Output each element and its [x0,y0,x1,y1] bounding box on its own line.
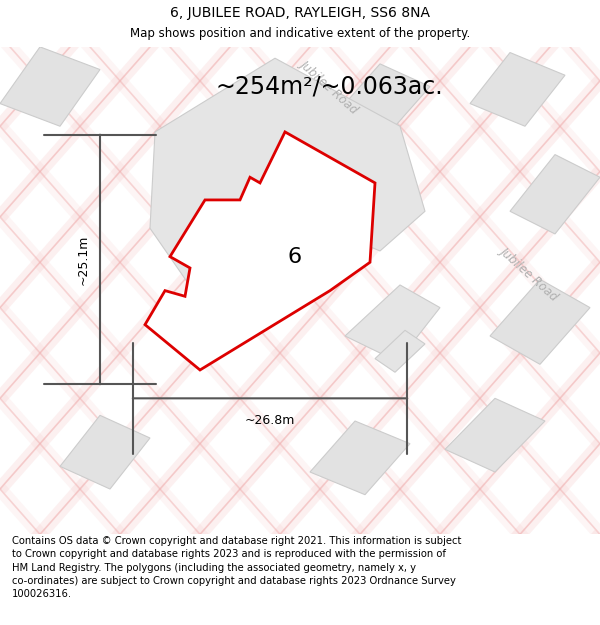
Text: Jubilee Road: Jubilee Road [499,244,562,303]
Polygon shape [345,285,440,359]
Text: 6, JUBILEE ROAD, RAYLEIGH, SS6 8NA: 6, JUBILEE ROAD, RAYLEIGH, SS6 8NA [170,6,430,20]
Text: ~26.8m: ~26.8m [245,414,295,428]
Text: 6: 6 [288,247,302,267]
Polygon shape [310,421,410,495]
Polygon shape [145,132,375,370]
Polygon shape [330,64,430,143]
Text: ~254m²/~0.063ac.: ~254m²/~0.063ac. [215,74,443,99]
Polygon shape [445,398,545,472]
Polygon shape [195,86,275,166]
Polygon shape [490,279,590,364]
Polygon shape [470,52,565,126]
Text: ~25.1m: ~25.1m [77,234,90,284]
Polygon shape [510,154,600,234]
Text: Contains OS data © Crown copyright and database right 2021. This information is : Contains OS data © Crown copyright and d… [12,536,461,599]
Polygon shape [0,47,100,126]
Text: Jubilee Road: Jubilee Road [298,57,362,116]
Polygon shape [60,416,150,489]
Polygon shape [375,330,425,372]
Text: Map shows position and indicative extent of the property.: Map shows position and indicative extent… [130,28,470,40]
Polygon shape [150,58,425,308]
